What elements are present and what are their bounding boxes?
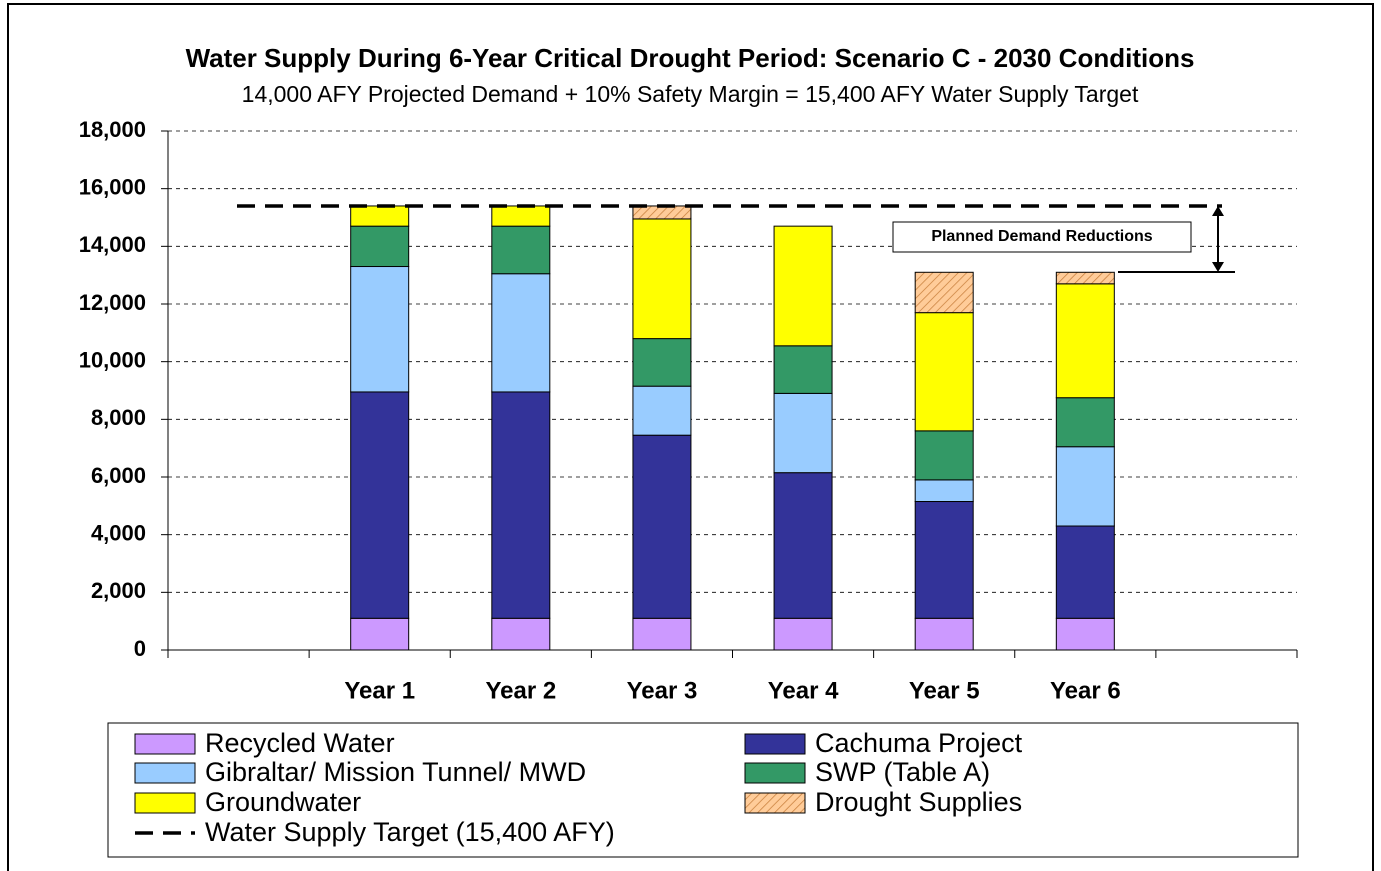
frame (7, 3, 1374, 871)
legend (107, 722, 1299, 858)
legend-label: Groundwater (205, 787, 361, 817)
bar-segment (914, 617, 974, 651)
bar-segment (773, 225, 833, 347)
bar-segment (491, 205, 551, 227)
bar-segment (491, 391, 551, 619)
bar-segment (1055, 397, 1115, 448)
bar-segment (1055, 283, 1115, 399)
bar-segment (632, 338, 692, 387)
legend-label: Cachuma Project (815, 728, 1023, 758)
x-tick-label: Year 3 (627, 677, 698, 704)
bar-segment (632, 218, 692, 340)
y-tick-label: 8,000 (91, 405, 146, 430)
bar-segment (350, 205, 410, 227)
arrow-head (1212, 205, 1224, 216)
legend-swatch (744, 733, 806, 755)
bar-segment (1055, 525, 1115, 619)
bar-segment (914, 501, 974, 619)
y-tick-label: 14,000 (79, 232, 146, 257)
legend-label: Recycled Water (205, 728, 395, 758)
x-tick-label: Year 2 (485, 677, 556, 704)
bar-segment (773, 392, 833, 474)
legend-swatch (134, 762, 196, 784)
legend-swatch (744, 762, 806, 784)
legend-swatch (134, 733, 196, 755)
x-tick-label: Year 1 (344, 677, 415, 704)
bar-segment (491, 225, 551, 275)
y-tick-label: 18,000 (79, 117, 146, 142)
bar-segment (914, 479, 974, 503)
legend-label: SWP (Table A) (815, 757, 990, 787)
bar-segment (1055, 617, 1115, 651)
bar-segment (773, 345, 833, 394)
x-tick-label: Year 4 (768, 677, 839, 704)
y-tick-label: 2,000 (91, 578, 146, 603)
bar-segment (914, 430, 974, 481)
y-tick-label: 16,000 (79, 174, 146, 199)
chart-subtitle: 14,000 AFY Projected Demand + 10% Safety… (242, 81, 1139, 107)
x-tick-label: Year 6 (1050, 677, 1121, 704)
annotation-box (892, 221, 1192, 253)
y-tick-label: 6,000 (91, 463, 146, 488)
bar-segment (773, 617, 833, 651)
bar-segment (632, 617, 692, 651)
bar-segment (914, 312, 974, 432)
bar-segment (632, 434, 692, 619)
legend-swatch (744, 792, 806, 814)
bar-segment (1055, 271, 1115, 285)
bar-segment (350, 225, 410, 268)
legend-label: Drought Supplies (815, 787, 1022, 817)
bar-segment (773, 472, 833, 619)
bar-segment (1055, 446, 1115, 527)
chart-title: Water Supply During 6-Year Critical Drou… (186, 43, 1195, 73)
annotation: Planned Demand Reductions (931, 228, 1152, 245)
y-tick-label: 4,000 (91, 520, 146, 545)
bar-segment (350, 391, 410, 619)
bar-segment (632, 205, 692, 220)
legend-label: Water Supply Target (15,400 AFY) (205, 817, 615, 847)
bar-segment (350, 266, 410, 393)
bar-segment (914, 271, 974, 314)
y-tick-label: 12,000 (79, 290, 146, 315)
legend-swatch (134, 792, 196, 814)
x-tick-label: Year 5 (909, 677, 980, 704)
y-tick-label: 0 (134, 636, 146, 661)
bar-segment (632, 385, 692, 436)
arrow-head (1212, 262, 1224, 272)
bar-segment (491, 617, 551, 651)
legend-label: Gibraltar/ Mission Tunnel/ MWD (205, 757, 586, 787)
bar-segment (350, 617, 410, 651)
y-tick-label: 10,000 (79, 347, 146, 372)
bar-segment (491, 273, 551, 393)
